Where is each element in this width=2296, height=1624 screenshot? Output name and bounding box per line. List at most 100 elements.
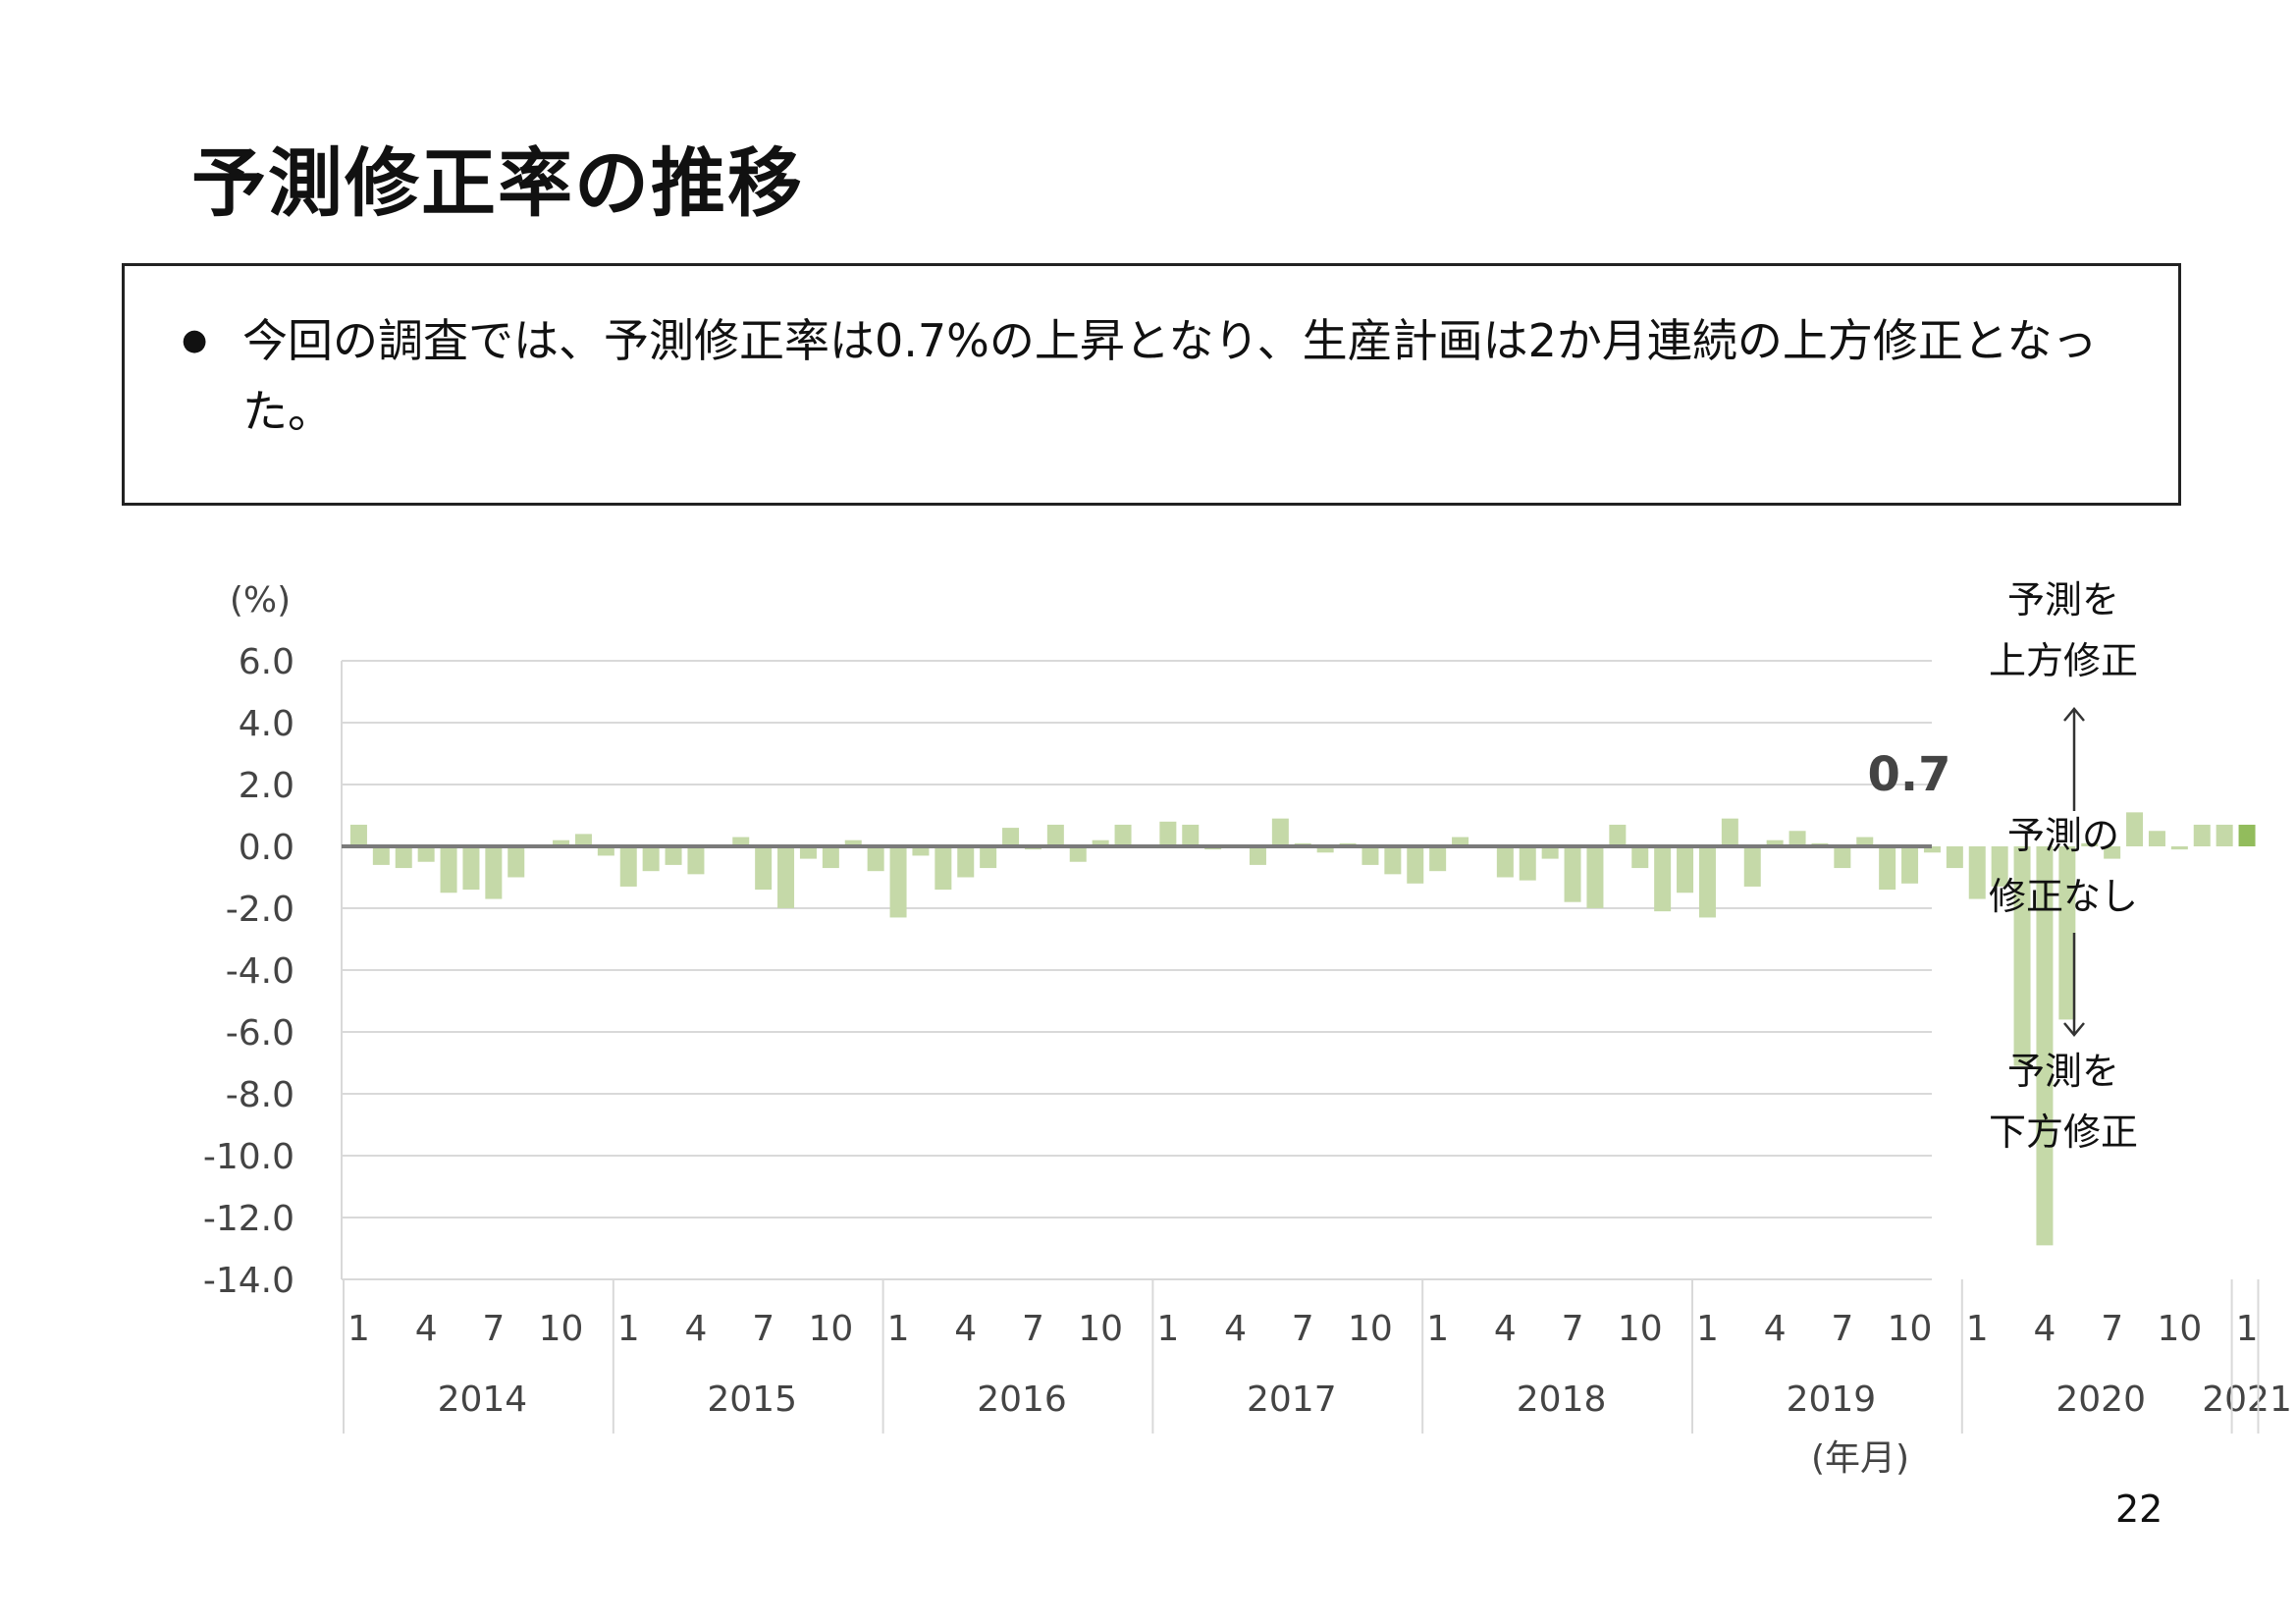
bar-2016-02 — [912, 846, 930, 856]
x-tick-label: 7 — [752, 1309, 774, 1349]
bar-2018-07 — [1564, 846, 1581, 902]
bar-2014-04 — [417, 846, 435, 862]
bar-2016-08 — [1046, 824, 1064, 846]
bar-2017-01 — [1159, 821, 1177, 846]
bar-2020-05 — [2058, 846, 2076, 1020]
latest-value-label: 0.7 — [1867, 747, 1950, 802]
year-label-2016: 2016 — [977, 1380, 1067, 1420]
x-tick-label: 7 — [1292, 1309, 1314, 1349]
x-tick-label: 7 — [1022, 1309, 1044, 1349]
x-tick-label: 4 — [684, 1309, 707, 1349]
bar-2017-10 — [1362, 846, 1379, 865]
x-tick-label: 1 — [1696, 1309, 1719, 1349]
y-tick-label: -2.0 — [226, 890, 294, 930]
x-tick-label: 4 — [2033, 1309, 2056, 1349]
bar-2018-10 — [1631, 846, 1649, 869]
bar-2014-07 — [485, 846, 503, 899]
bar-2019-05 — [1789, 831, 1806, 846]
y-tick-label: -14.0 — [203, 1261, 294, 1301]
bar-2017-06 — [1271, 818, 1289, 846]
y-tick-label: -12.0 — [203, 1199, 294, 1239]
bar-2014-08 — [507, 846, 525, 878]
y-tick-label: -8.0 — [226, 1075, 294, 1115]
y-tick-label: 0.0 — [239, 828, 294, 868]
up-arrow-icon — [2063, 707, 2085, 811]
x-tick-label: 10 — [1078, 1309, 1123, 1349]
bar-2017-05 — [1249, 846, 1266, 865]
x-tick-label: 4 — [954, 1309, 977, 1349]
year-label-2019: 2019 — [1787, 1380, 1877, 1420]
x-unit-label: (年月) — [1811, 1438, 1909, 1479]
bar-2018-02 — [1452, 837, 1469, 846]
x-tick-label: 10 — [808, 1309, 853, 1349]
bar-2015-01 — [619, 846, 637, 887]
year-label-2015: 2015 — [707, 1380, 797, 1420]
x-tick-label: 7 — [482, 1309, 505, 1349]
y-tick-label: -10.0 — [203, 1137, 294, 1177]
bar-2018-04 — [1496, 846, 1514, 878]
bar-2014-03 — [395, 846, 412, 869]
gridlines — [341, 660, 1932, 1280]
bar-2019-09 — [1879, 846, 1896, 891]
bar-2019-02 — [1721, 818, 1738, 846]
x-tick-labels: 1 4 7 10 1 4 7 10 1 4 7 10 1 4 7 10 1 4 7 10 1 4 7 10 1 4 7 10 1 — [347, 1309, 2259, 1349]
y-tick-labels: 6.0 4.0 2.0 0.0 -2.0 -4.0 -6.0 -8.0 -10.0 -12.0 -1… — [203, 642, 294, 1301]
x-tick-label: 10 — [1888, 1309, 1933, 1349]
bars — [349, 812, 2256, 1246]
year-separators — [343, 1279, 2260, 1434]
y-tick-label: -4.0 — [226, 951, 294, 992]
bar-2015-12 — [867, 846, 884, 872]
bar-2018-05 — [1519, 846, 1536, 881]
bar-2016-10 — [1092, 839, 1109, 846]
x-tick-label: 10 — [1348, 1309, 1393, 1349]
bullet-icon: ● — [182, 323, 208, 357]
bar-2018-06 — [1541, 846, 1559, 859]
year-label-2020: 2020 — [2056, 1380, 2146, 1420]
bar-2018-09 — [1609, 824, 1627, 846]
bar-2014-10 — [553, 839, 570, 846]
x-tick-label: 10 — [539, 1309, 584, 1349]
bar-2015-09 — [799, 846, 817, 859]
bar-2019-10 — [1901, 846, 1919, 884]
bar-2017-11 — [1384, 846, 1402, 875]
bar-2021-01 — [2238, 824, 2256, 846]
x-tick-label: 4 — [1764, 1309, 1787, 1349]
bar-2015-02 — [642, 846, 660, 872]
bar-2015-08 — [777, 846, 795, 908]
bar-2014-01 — [349, 824, 367, 846]
page-title: 予測修正率の推移 — [191, 139, 804, 227]
bar-2016-09 — [1069, 846, 1087, 862]
bar-2014-12 — [597, 846, 614, 856]
bar-2019-04 — [1766, 839, 1784, 846]
downward-revision-label: 予測を 下方修正 — [1988, 1050, 2138, 1154]
bar-2020-02 — [1991, 846, 2008, 887]
bar-2018-11 — [1654, 846, 1672, 912]
y-tick-label: 2.0 — [239, 766, 294, 806]
x-tick-label: 7 — [1562, 1309, 1584, 1349]
bar-2019-12 — [1946, 846, 1963, 869]
down-arrow-icon — [2063, 933, 2085, 1037]
bar-2015-04 — [687, 846, 705, 875]
bar-2020-04 — [2036, 846, 2054, 1246]
revision-rate-chart: 6.0 4.0 2.0 0.0 -2.0 -4.0 -6.0 -8.0 -10.0 -12.0 -1… — [203, 580, 2292, 1479]
year-label-2014: 2014 — [438, 1380, 528, 1420]
page-number: 22 — [2115, 1488, 2163, 1531]
no-revision-label: 予測の 修正なし — [1988, 814, 2138, 918]
bar-2015-10 — [822, 846, 839, 869]
summary-box: ● 今回の調査では、予測修正率は0.7%の上昇となり、生産計画は2か月連続の上方… — [122, 263, 2181, 506]
bar-2020-07 — [2104, 846, 2121, 859]
x-tick-label: 1 — [617, 1309, 640, 1349]
bar-2014-11 — [574, 834, 592, 846]
bar-2014-06 — [462, 846, 480, 891]
bar-2018-12 — [1677, 846, 1694, 893]
bar-2020-11 — [2193, 824, 2211, 846]
x-tick-label: 1 — [347, 1309, 370, 1349]
x-tick-label: 1 — [1156, 1309, 1179, 1349]
bar-2015-07 — [755, 846, 773, 891]
bar-2020-09 — [2148, 831, 2165, 846]
year-labels: 2014 2015 2016 2017 2018 2019 2020 2021 — [438, 1380, 2292, 1420]
year-label-2018: 2018 — [1517, 1380, 1607, 1420]
bar-2019-01 — [1698, 846, 1716, 918]
bar-2020-03 — [2013, 846, 2031, 1066]
x-tick-label: 10 — [1618, 1309, 1663, 1349]
